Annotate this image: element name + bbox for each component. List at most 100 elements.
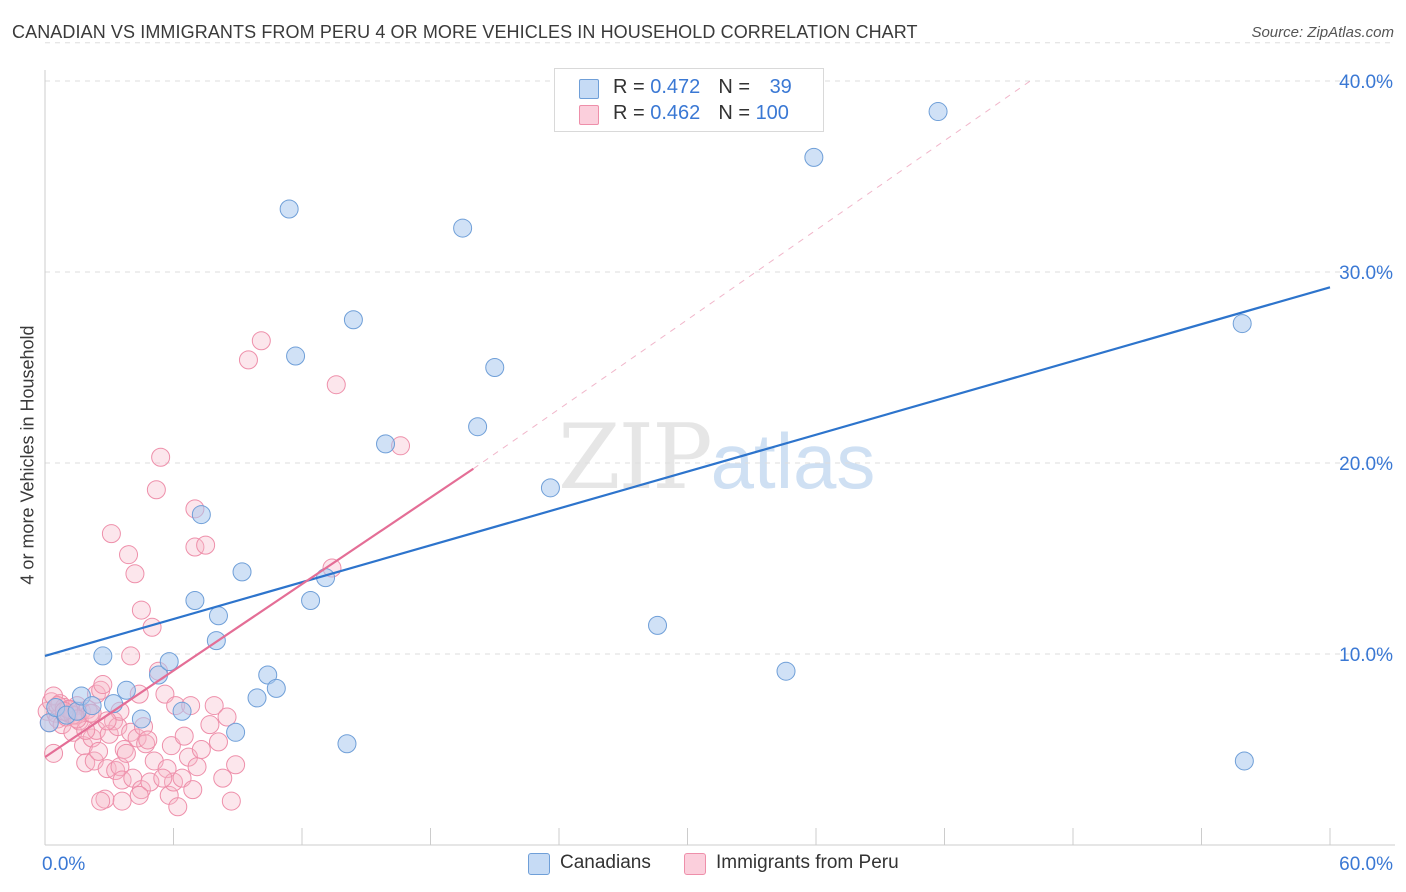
watermark-zip: ZIP: [558, 405, 713, 510]
peru-point: [200, 715, 220, 735]
canadian-point: [191, 505, 211, 525]
canadian-points: [39, 102, 1254, 771]
peru-point: [129, 785, 149, 805]
y-tick-label: 20.0%: [1339, 454, 1393, 475]
r-value: 0.472: [650, 76, 701, 98]
canadian-point: [286, 346, 306, 366]
watermark-atlas: atlas: [710, 417, 876, 505]
peru-point: [151, 447, 171, 467]
peru-point: [89, 741, 109, 761]
canadians-swatch: [579, 79, 599, 99]
peru-legend-swatch: [684, 853, 706, 875]
tick-labels: 10.0% 20.0% 30.0% 40.0% 0.0% 60.0%: [42, 72, 1393, 875]
canadian-point: [232, 562, 252, 582]
peru-point: [213, 768, 233, 788]
canadian-point: [540, 478, 560, 498]
peru-stats: R = 0.462 N = 100: [613, 102, 789, 125]
canadian-point: [266, 678, 286, 698]
peru-point: [208, 732, 228, 752]
y-tick-label: 10.0%: [1339, 645, 1393, 666]
r-value: 0.462: [650, 102, 701, 124]
y-tick-label: 40.0%: [1339, 72, 1393, 93]
canadian-point: [131, 709, 151, 729]
y-axis-label: 4 or more Vehicles in Household: [17, 325, 38, 585]
canadian-point: [453, 218, 473, 238]
n-value: 100: [755, 102, 789, 124]
canadian-point: [1232, 314, 1252, 334]
canadian-point: [247, 688, 267, 708]
stats-box: R = 0.472 N = 39 R = 0.462 N = 100: [554, 68, 824, 132]
canadian-point: [337, 734, 357, 754]
peru-point: [251, 331, 271, 351]
peru-legend-label: Immigrants from Peru: [716, 852, 899, 873]
peru-trend-line: [44, 467, 474, 759]
peru-point: [187, 757, 207, 777]
peru-trend-extension: [473, 80, 1031, 470]
canadian-point: [804, 147, 824, 167]
canadians-legend-swatch: [528, 853, 550, 875]
r-label: R =: [613, 76, 651, 98]
y-tick-label: 30.0%: [1339, 263, 1393, 284]
x-tick-label: 0.0%: [42, 854, 85, 875]
peru-point: [91, 791, 111, 811]
r-label: R =: [613, 102, 651, 124]
canadian-point: [468, 417, 488, 437]
canadian-point: [159, 652, 179, 672]
canadian-point: [376, 434, 396, 454]
canadian-point: [185, 591, 205, 611]
peru-point: [238, 350, 258, 370]
peru-point: [121, 646, 141, 666]
peru-point: [226, 755, 246, 775]
canadian-point: [928, 102, 948, 122]
canadian-point: [343, 310, 363, 330]
axes: [44, 70, 1395, 846]
canadian-point: [172, 701, 192, 721]
canadian-point: [485, 358, 505, 377]
peru-point: [174, 726, 194, 746]
peru-point: [191, 740, 211, 759]
watermark: ZIPatlas: [558, 405, 875, 510]
peru-point: [183, 780, 203, 800]
chart-title: CANADIAN VS IMMIGRANTS FROM PERU 4 OR MO…: [12, 22, 918, 42]
peru-point: [326, 375, 346, 395]
canadian-point: [82, 696, 102, 716]
peru-point: [138, 730, 158, 750]
canadian-point: [279, 199, 299, 219]
canadian-point: [776, 661, 796, 681]
gridlines: [45, 42, 1395, 655]
peru-point: [221, 791, 241, 811]
canadians-legend-label: Canadians: [560, 852, 651, 873]
peru-point: [112, 791, 132, 811]
peru-point: [93, 675, 113, 695]
source-credit: Source: ZipAtlas.com: [1251, 24, 1394, 41]
n-label: N =: [718, 76, 756, 98]
canadian-point: [301, 591, 321, 611]
peru-point: [168, 797, 188, 817]
peru-point: [146, 480, 166, 500]
peru-swatch: [579, 105, 599, 125]
peru-point: [196, 535, 216, 555]
peru-point: [161, 736, 181, 756]
canadian-point: [93, 646, 113, 666]
peru-point: [140, 772, 160, 792]
n-value: 39: [769, 76, 792, 98]
peru-point: [131, 600, 151, 620]
canadian-point: [116, 680, 136, 700]
n-label: N =: [718, 102, 756, 124]
peru-point: [101, 524, 121, 544]
peru-point: [119, 545, 139, 565]
peru-point: [204, 696, 224, 716]
canadian-point: [1234, 751, 1254, 771]
canadian-trend-line: [44, 286, 1331, 657]
peru-point: [108, 717, 128, 737]
peru-point: [217, 707, 237, 727]
x-tick-label: 60.0%: [1339, 854, 1393, 875]
canadian-point: [648, 615, 668, 635]
peru-point: [116, 743, 136, 763]
canadian-point: [226, 722, 246, 742]
trend-lines: [44, 80, 1331, 759]
peru-point: [153, 768, 173, 788]
canadian-point: [208, 606, 228, 626]
canadians-stats: R = 0.472 N = 39: [613, 76, 792, 99]
